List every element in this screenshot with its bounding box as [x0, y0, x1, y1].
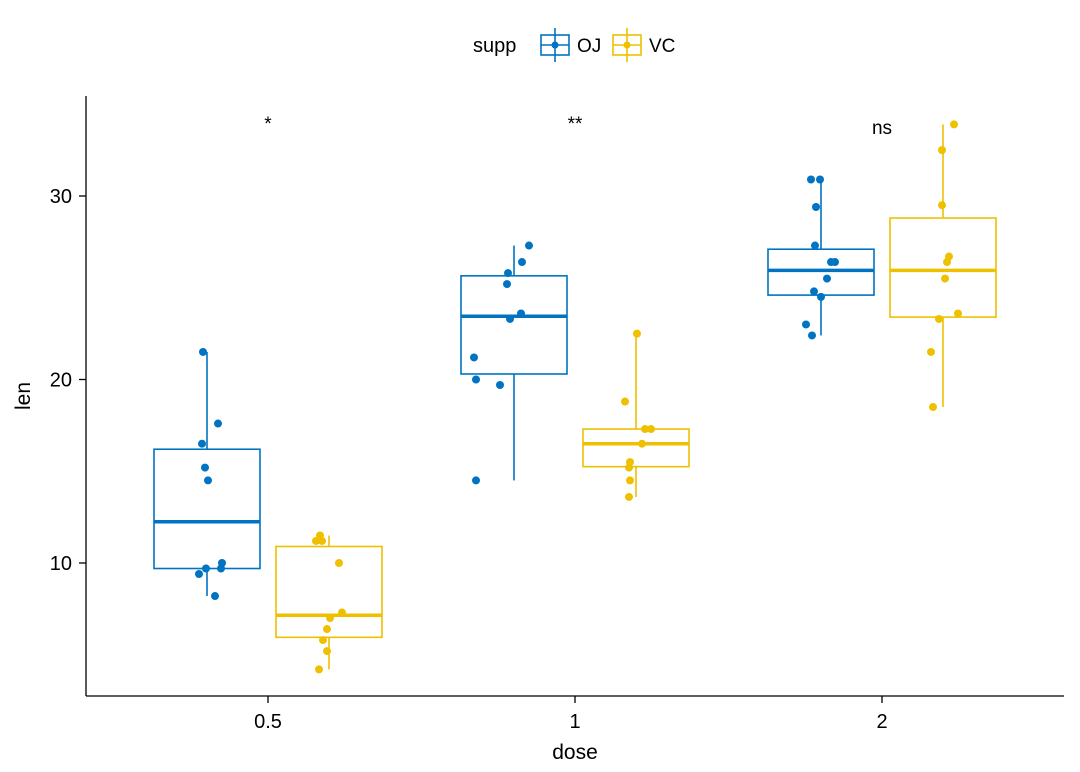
box-body — [275, 545, 383, 639]
significance-labels: * ** ns — [264, 114, 892, 139]
legend: supp OJ VC — [473, 28, 675, 62]
data-point-vc — [929, 403, 937, 412]
box-vc-1 — [582, 333, 690, 497]
data-point-oj — [198, 439, 206, 448]
significance-label: ** — [568, 114, 583, 135]
data-point-oj — [195, 570, 203, 579]
data-point-oj — [811, 241, 819, 250]
data-point-oj — [517, 309, 525, 318]
y-tick-label: 10 — [50, 553, 72, 575]
data-point-vc — [950, 120, 958, 129]
legend-item-oj: OJ — [540, 28, 601, 62]
data-point-vc — [938, 146, 946, 155]
data-point-vc — [312, 536, 320, 545]
significance-label: * — [264, 114, 272, 135]
x-tick-label: 0.5 — [254, 711, 282, 733]
data-point-vc — [318, 536, 326, 545]
legend-label-vc: VC — [649, 36, 675, 57]
data-point-vc — [326, 614, 334, 623]
data-point-oj — [204, 476, 212, 485]
data-point-oj — [211, 592, 219, 601]
data-point-oj — [504, 269, 512, 278]
x-axis-title: dose — [552, 741, 598, 764]
significance-label: ns — [872, 118, 892, 139]
data-point-oj — [812, 203, 820, 212]
data-point-vc — [927, 347, 935, 356]
data-point-vc — [638, 439, 646, 448]
data-point-oj — [217, 564, 225, 573]
data-point-oj — [496, 381, 504, 390]
y-tick-label: 20 — [50, 370, 72, 392]
box-oj-2 — [767, 179, 875, 336]
box-body — [460, 275, 568, 375]
x-ticks: 0.5 1 2 — [254, 696, 888, 733]
data-point-vc — [626, 476, 634, 485]
data-point-vc — [315, 665, 323, 674]
data-point-oj — [831, 258, 839, 267]
data-point-vc — [943, 258, 951, 267]
data-point-oj — [817, 292, 825, 301]
jitter-points — [195, 120, 962, 674]
data-point-vc — [641, 425, 649, 434]
data-point-oj — [470, 353, 478, 362]
data-point-oj — [201, 463, 209, 472]
data-point-oj — [199, 347, 207, 356]
box-oj-1 — [460, 245, 568, 481]
data-point-vc — [323, 625, 331, 634]
box-oj-0.5 — [153, 351, 261, 597]
data-point-oj — [214, 419, 222, 428]
box-body — [582, 428, 690, 468]
box-body — [767, 248, 875, 296]
box-series — [153, 124, 997, 670]
y-tick-label: 30 — [50, 186, 72, 208]
data-point-vc — [338, 608, 346, 617]
data-point-oj — [525, 241, 533, 250]
data-point-oj — [506, 314, 514, 323]
data-point-vc — [633, 329, 641, 338]
data-point-vc — [319, 636, 327, 645]
legend-label-oj: OJ — [577, 36, 601, 57]
legend-title: supp — [473, 35, 516, 57]
data-point-oj — [810, 287, 818, 296]
data-point-oj — [503, 280, 511, 289]
data-point-vc — [938, 201, 946, 210]
box-body — [889, 217, 997, 318]
data-point-oj — [823, 274, 831, 283]
data-point-oj — [202, 564, 210, 573]
data-point-vc — [335, 559, 343, 567]
data-point-vc — [323, 647, 331, 656]
data-point-oj — [816, 175, 824, 184]
data-point-oj — [807, 175, 815, 184]
legend-item-vc: VC — [612, 28, 675, 62]
data-point-oj — [472, 375, 480, 384]
data-point-vc — [625, 492, 633, 501]
data-point-vc — [625, 463, 633, 472]
data-point-vc — [647, 425, 655, 434]
x-tick-label: 1 — [569, 711, 580, 733]
data-point-vc — [621, 397, 629, 406]
y-ticks: 10 20 30 — [50, 186, 86, 575]
data-point-oj — [518, 258, 526, 267]
box-vc-2 — [889, 124, 997, 408]
x-tick-label: 2 — [876, 711, 887, 733]
y-axis-title: len — [12, 382, 35, 410]
data-point-oj — [808, 331, 816, 340]
data-point-vc — [941, 274, 949, 283]
data-point-oj — [472, 476, 480, 485]
data-point-oj — [802, 320, 810, 329]
data-point-vc — [954, 309, 962, 318]
data-point-vc — [935, 314, 943, 323]
